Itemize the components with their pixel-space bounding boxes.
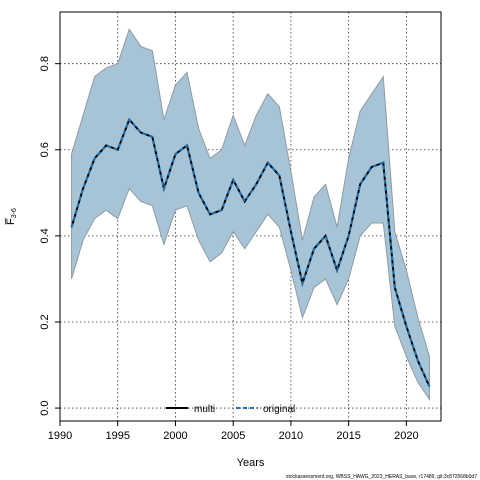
confidence-band xyxy=(71,28,430,402)
y-axis-title: F̅3-6 xyxy=(5,208,18,225)
x-tick-label: 2005 xyxy=(221,430,245,442)
legend-label-multi: multi xyxy=(194,404,215,415)
series-lines xyxy=(70,117,431,387)
y-tick-label: 0.0 xyxy=(39,400,51,415)
x-tick-label: 1995 xyxy=(105,430,129,442)
y-axis-title-main: F̅ xyxy=(5,217,17,225)
x-tick-label: 2020 xyxy=(394,430,418,442)
footer-note: stockassessment.org, WBSS_HAWG_2023_HERA… xyxy=(286,474,477,480)
x-tick-label: 2015 xyxy=(336,430,360,442)
legend-label-original: original xyxy=(263,404,295,415)
x-tick-label: 1990 xyxy=(48,430,72,442)
y-tick-label: 0.8 xyxy=(39,56,51,71)
x-axis: 1990 1995 2000 2005 2010 2015 2020 xyxy=(48,421,419,442)
x-tick-label: 2000 xyxy=(163,430,187,442)
y-tick-label: 0.2 xyxy=(39,314,51,329)
plot-frame xyxy=(59,11,442,422)
y-axis: 0.0 0.2 0.4 0.6 0.8 xyxy=(39,56,60,416)
series-line-original xyxy=(70,117,431,387)
y-tick-label: 0.4 xyxy=(39,228,51,243)
x-axis-title: Years xyxy=(237,457,265,469)
uncertainty-band xyxy=(71,28,430,402)
y-axis-title-sub: 3-6 xyxy=(11,208,18,218)
y-tick-label: 0.6 xyxy=(39,142,51,157)
x-tick-label: 2010 xyxy=(279,430,303,442)
legend: multi original xyxy=(166,404,295,415)
